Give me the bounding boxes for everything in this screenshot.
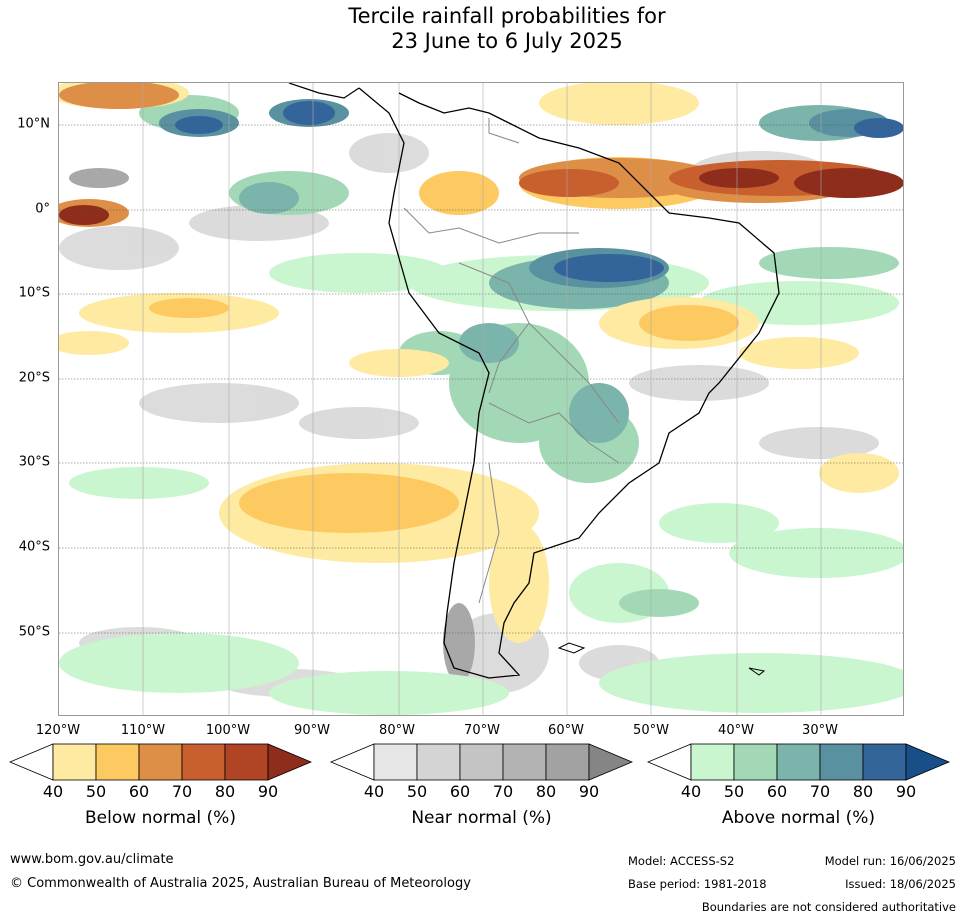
above-normal-swatch-over — [905, 743, 951, 781]
footer-base-period: Base period: 1981-2018 — [628, 877, 767, 891]
footer-website: www.bom.gov.au/climate — [10, 852, 174, 867]
near-normal-swatch-under — [329, 743, 375, 781]
lat-label-40s: 40°S — [18, 539, 50, 555]
below-normal-swatch-60 — [138, 743, 183, 781]
near-normal-tick-40: 40 — [363, 782, 385, 801]
lon-label-50w: 50°W — [633, 723, 669, 738]
lon-label-80w: 80°W — [379, 723, 415, 738]
lat-label-30s: 30°S — [18, 454, 50, 470]
lon-label-70w: 70°W — [464, 723, 500, 738]
title-line-1: Tercile rainfall probabilities for — [348, 4, 666, 28]
near-normal-tick-70: 70 — [492, 782, 514, 801]
above-normal-swatch-50 — [733, 743, 778, 781]
lon-label-90w: 90°W — [294, 723, 330, 738]
below-normal-legend-title: Below normal (%) — [85, 808, 236, 828]
title-line-2: 23 June to 6 July 2025 — [391, 29, 623, 53]
lat-label-10s: 10°S — [18, 285, 50, 301]
below-normal-tick-60: 60 — [128, 782, 150, 801]
above-normal-swatch-40 — [690, 743, 735, 781]
lat-label-20s: 20°S — [18, 370, 50, 386]
lon-label-120w: 120°W — [35, 723, 81, 738]
near-normal-legend-title: Near normal (%) — [411, 808, 552, 828]
below-normal-tick-90: 90 — [257, 782, 279, 801]
below-normal-swatch-over — [267, 743, 313, 781]
below-normal-swatch-under — [8, 743, 54, 781]
above-normal-tick-60: 60 — [766, 782, 788, 801]
near-normal-tick-80: 80 — [535, 782, 557, 801]
above-normal-swatch-60 — [776, 743, 821, 781]
footer-model-run: Model run: 16/06/2025 — [824, 854, 956, 868]
probability-map — [58, 82, 904, 716]
near-normal-tick-90: 90 — [578, 782, 600, 801]
near-normal-swatch-70 — [502, 743, 547, 781]
below-normal-tick-40: 40 — [42, 782, 64, 801]
footer-copyright: © Commonwealth of Australia 2025, Austra… — [10, 876, 471, 891]
lat-label-50s: 50°S — [18, 624, 50, 640]
below-normal-tick-80: 80 — [214, 782, 236, 801]
below-normal-colorbar — [8, 743, 313, 781]
above-normal-colorbar — [646, 743, 951, 781]
near-normal-swatch-60 — [459, 743, 504, 781]
near-normal-swatch-over — [588, 743, 634, 781]
lon-label-110w: 110°W — [120, 723, 166, 738]
above-normal-swatch-80 — [862, 743, 907, 781]
below-normal-tick-70: 70 — [171, 782, 193, 801]
lon-label-30w: 30°W — [802, 723, 838, 738]
map-canvas — [59, 83, 903, 715]
above-normal-swatch-under — [646, 743, 692, 781]
below-normal-swatch-50 — [95, 743, 140, 781]
footer-issued: Issued: 18/06/2025 — [845, 877, 956, 891]
above-normal-tick-40: 40 — [680, 782, 702, 801]
near-normal-swatch-50 — [416, 743, 461, 781]
above-normal-legend-title: Above normal (%) — [721, 808, 876, 828]
above-normal-swatch-70 — [819, 743, 864, 781]
below-normal-swatch-40 — [52, 743, 97, 781]
above-normal-tick-90: 90 — [895, 782, 917, 801]
near-normal-tick-60: 60 — [449, 782, 471, 801]
above-normal-tick-70: 70 — [809, 782, 831, 801]
above-normal-tick-80: 80 — [852, 782, 874, 801]
near-normal-swatch-40 — [373, 743, 418, 781]
footer-model: Model: ACCESS-S2 — [628, 854, 735, 868]
lon-label-100w: 100°W — [205, 723, 251, 738]
lon-label-40w: 40°W — [718, 723, 754, 738]
near-normal-swatch-80 — [545, 743, 590, 781]
map-title: Tercile rainfall probabilities for 23 Ju… — [0, 4, 965, 54]
above-normal-tick-50: 50 — [723, 782, 745, 801]
below-normal-swatch-80 — [224, 743, 269, 781]
below-normal-swatch-70 — [181, 743, 226, 781]
footer-disclaimer: Boundaries are not considered authoritat… — [701, 900, 956, 914]
lat-label-0: 0° — [35, 201, 50, 217]
near-normal-tick-50: 50 — [406, 782, 428, 801]
near-normal-colorbar — [329, 743, 634, 781]
lat-label-10n: 10°N — [17, 116, 50, 132]
below-normal-tick-50: 50 — [85, 782, 107, 801]
lon-label-60w: 60°W — [548, 723, 584, 738]
